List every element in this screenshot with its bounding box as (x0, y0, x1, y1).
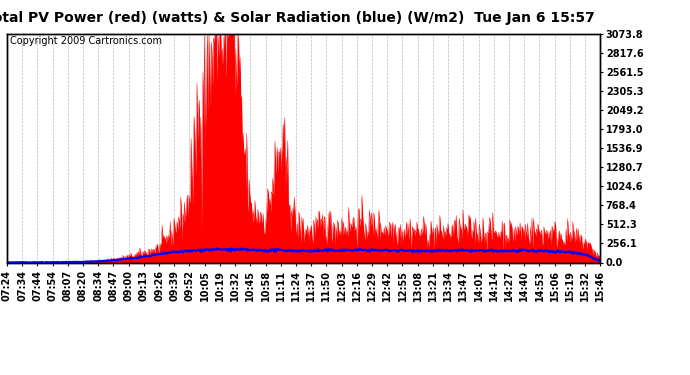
Text: Total PV Power (red) (watts) & Solar Radiation (blue) (W/m2)  Tue Jan 6 15:57: Total PV Power (red) (watts) & Solar Rad… (0, 11, 595, 25)
Text: Copyright 2009 Cartronics.com: Copyright 2009 Cartronics.com (10, 36, 162, 46)
